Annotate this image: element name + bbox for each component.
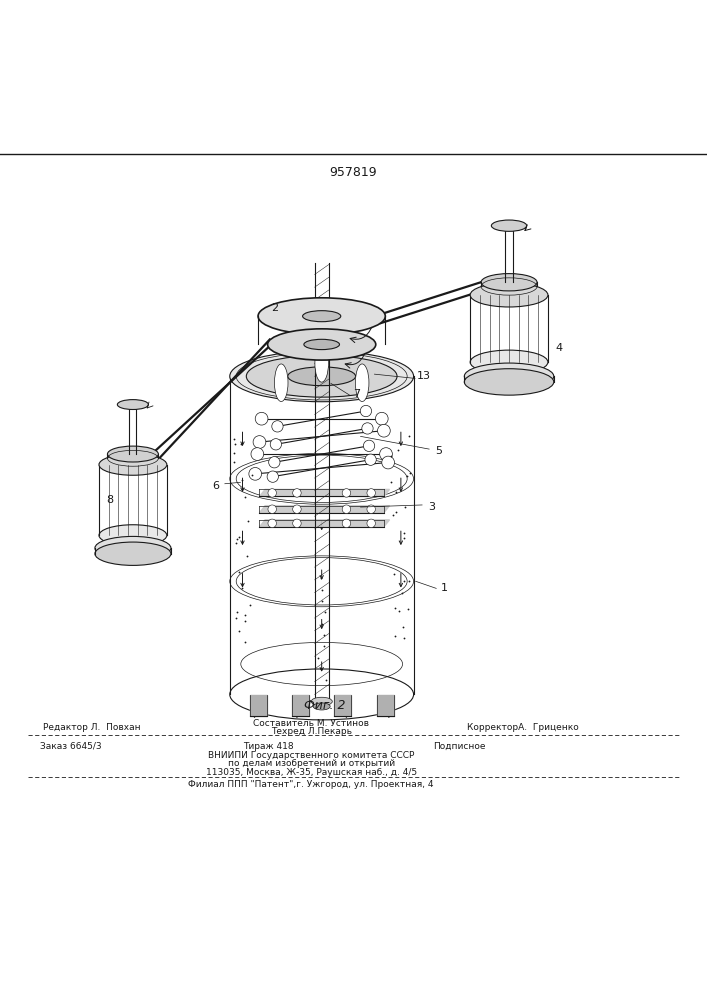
Circle shape [268, 519, 276, 528]
Text: 4: 4 [555, 343, 562, 353]
Ellipse shape [464, 369, 554, 395]
Ellipse shape [274, 364, 288, 402]
Circle shape [255, 412, 268, 425]
Circle shape [267, 471, 279, 482]
Circle shape [378, 424, 390, 437]
Circle shape [293, 519, 301, 528]
Ellipse shape [117, 400, 148, 410]
Circle shape [342, 505, 351, 513]
Circle shape [268, 505, 276, 513]
Ellipse shape [95, 536, 171, 560]
Ellipse shape [470, 283, 548, 307]
Polygon shape [250, 695, 267, 716]
Ellipse shape [99, 525, 167, 546]
Ellipse shape [303, 311, 341, 322]
Text: Составитель М. Устинов: Составитель М. Устинов [253, 719, 369, 728]
Polygon shape [292, 695, 309, 716]
Text: 7: 7 [354, 389, 361, 399]
Text: Заказ 6645/3: Заказ 6645/3 [40, 742, 102, 751]
Ellipse shape [304, 339, 339, 350]
Circle shape [367, 489, 375, 497]
Circle shape [268, 489, 276, 497]
Polygon shape [259, 506, 390, 513]
Circle shape [362, 423, 373, 434]
Polygon shape [259, 489, 390, 496]
Text: 6: 6 [212, 481, 219, 491]
Circle shape [367, 519, 375, 528]
Text: Подписное: Подписное [433, 742, 486, 751]
Ellipse shape [95, 542, 171, 565]
Text: 8: 8 [106, 495, 113, 505]
Ellipse shape [356, 364, 369, 402]
Circle shape [270, 439, 281, 450]
Polygon shape [377, 695, 394, 716]
Ellipse shape [288, 367, 356, 386]
Text: 957819: 957819 [329, 166, 378, 179]
Text: Фиг. 2: Фиг. 2 [305, 699, 346, 712]
Ellipse shape [99, 454, 167, 475]
Ellipse shape [268, 329, 376, 360]
Circle shape [361, 405, 372, 417]
Text: по делам изобретений и открытий: по делам изобретений и открытий [228, 759, 395, 768]
Text: 2: 2 [271, 303, 278, 313]
Text: Редактор Л.  Повхан: Редактор Л. Повхан [43, 723, 141, 732]
Circle shape [293, 489, 301, 497]
Ellipse shape [313, 703, 330, 710]
Polygon shape [334, 695, 351, 716]
Circle shape [342, 489, 351, 497]
Text: 1: 1 [440, 583, 448, 593]
Circle shape [269, 457, 280, 468]
Ellipse shape [315, 345, 329, 382]
Text: Филиал ППП "Патент",г. Ужгород, ул. Проектная, 4: Филиал ППП "Патент",г. Ужгород, ул. Прое… [188, 780, 434, 789]
Ellipse shape [258, 298, 385, 335]
Circle shape [251, 448, 264, 460]
Circle shape [375, 412, 388, 425]
Circle shape [363, 440, 375, 451]
Text: 5: 5 [435, 446, 442, 456]
Ellipse shape [464, 363, 554, 389]
Circle shape [365, 454, 376, 465]
Text: Тираж 418: Тираж 418 [243, 742, 294, 751]
Text: КорректорА.  Гриценко: КорректорА. Гриценко [467, 723, 579, 732]
Ellipse shape [470, 350, 548, 374]
Circle shape [382, 456, 395, 469]
Text: 113035, Москва, Ж-35, Раушская наб., д. 4/5: 113035, Москва, Ж-35, Раушская наб., д. … [206, 768, 416, 777]
Circle shape [367, 505, 375, 513]
Ellipse shape [311, 697, 332, 706]
Circle shape [342, 519, 351, 528]
Ellipse shape [246, 355, 397, 397]
Text: ВНИИПИ Государственного комитета СССР: ВНИИПИ Государственного комитета СССР [208, 751, 414, 760]
Circle shape [380, 448, 392, 460]
Circle shape [271, 421, 283, 432]
Ellipse shape [491, 220, 527, 231]
Ellipse shape [481, 274, 537, 291]
Polygon shape [259, 520, 390, 527]
Text: 3: 3 [428, 502, 435, 512]
Text: 13: 13 [417, 371, 431, 381]
Circle shape [249, 467, 262, 480]
Circle shape [253, 436, 266, 448]
Text: Техред Л.Пекарь: Техред Л.Пекарь [271, 727, 351, 736]
Ellipse shape [107, 446, 158, 462]
Ellipse shape [230, 351, 414, 402]
Circle shape [293, 505, 301, 513]
